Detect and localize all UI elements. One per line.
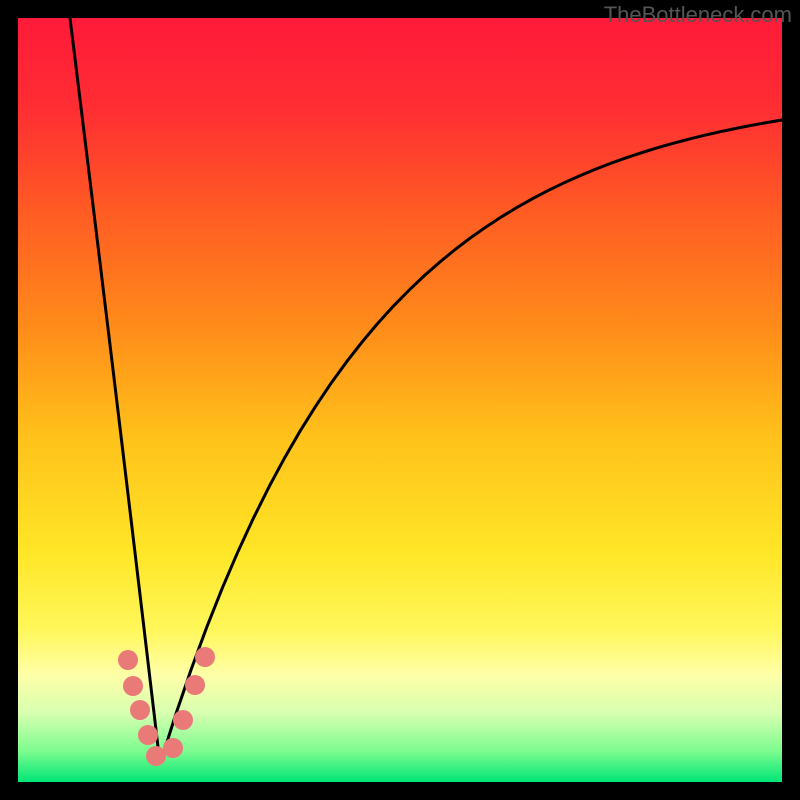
curve-marker xyxy=(185,675,205,695)
curve-marker xyxy=(195,647,215,667)
curve-marker xyxy=(173,710,193,730)
bottleneck-chart xyxy=(0,0,800,800)
attribution-text: TheBottleneck.com xyxy=(604,2,792,28)
chart-container: TheBottleneck.com xyxy=(0,0,800,800)
curve-marker xyxy=(163,738,183,758)
curve-marker xyxy=(118,650,138,670)
curve-marker xyxy=(123,676,143,696)
curve-marker xyxy=(146,746,166,766)
curve-marker xyxy=(138,725,158,745)
curve-marker xyxy=(130,700,150,720)
